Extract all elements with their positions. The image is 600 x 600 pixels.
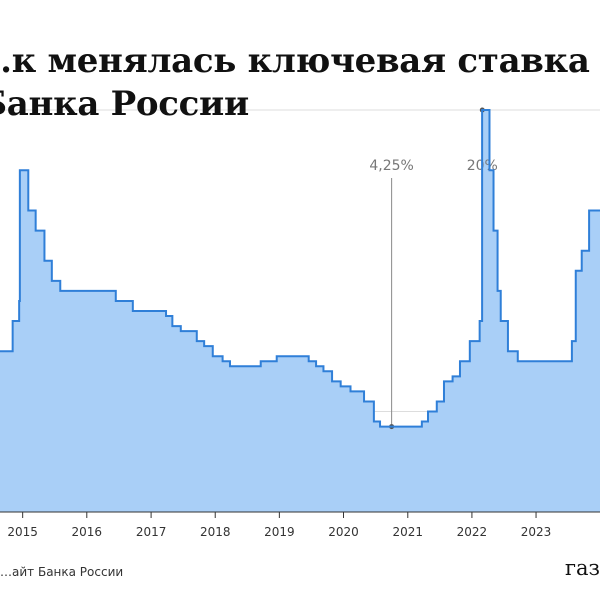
x-axis-ticks: 2015 2016 2017 2018 2019 2020 2021 2022 2023 (7, 512, 551, 539)
x-tick-label: 2016 (72, 525, 103, 539)
source-note: …айт Банка России (0, 565, 124, 579)
annotation-label: 4,25% (369, 158, 413, 174)
x-tick-label: 2021 (393, 525, 424, 539)
publisher-logo: газ… (565, 556, 600, 580)
x-tick-label: 2023 (521, 525, 552, 539)
x-tick-label: 2020 (328, 525, 359, 539)
rate-line (0, 109, 600, 428)
x-tick-label: 2022 (457, 525, 488, 539)
chart-title: …к менялась ключевая ставка Банка России (0, 41, 590, 124)
rate-area (0, 110, 600, 512)
x-tick-label: 2018 (200, 525, 231, 539)
x-tick-label: 2019 (264, 525, 295, 539)
x-tick-label: 2017 (136, 525, 167, 539)
x-tick-label: 2015 (7, 525, 38, 539)
